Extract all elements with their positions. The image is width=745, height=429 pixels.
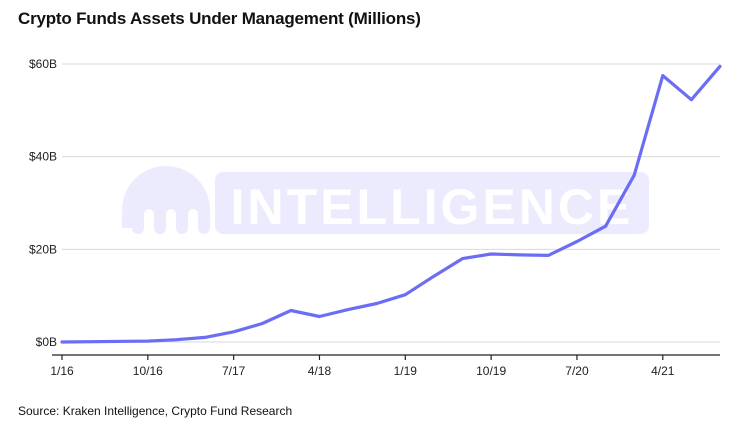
y-tick-label: $0B [36,335,57,349]
watermark-text: INTELLIGENCE [231,179,634,235]
kraken-logo-icon [122,166,210,234]
x-tick-label: 4/21 [651,364,675,378]
y-tick-label: $60B [29,57,57,71]
x-tick-label: 10/19 [476,364,506,378]
x-tick-label: 7/17 [222,364,246,378]
chart-title: Crypto Funds Assets Under Management (Mi… [18,9,421,28]
x-tick-label: 1/19 [394,364,418,378]
watermark: INTELLIGENCE [122,166,649,235]
x-tick-label: 7/20 [565,364,589,378]
x-tick-label: 1/16 [50,364,74,378]
watermark-box [215,172,649,234]
y-tick-label: $20B [29,242,57,256]
line-chart: INTELLIGENCE $0B $20B $40B $60B 1/16 10/16 7/… [29,57,722,378]
x-tick-label: 4/18 [308,364,332,378]
source-note: Source: Kraken Intelligence, Crypto Fund… [18,404,293,418]
y-tick-label: $40B [29,150,57,164]
x-tick-label: 10/16 [133,364,163,378]
series-line [60,64,722,344]
